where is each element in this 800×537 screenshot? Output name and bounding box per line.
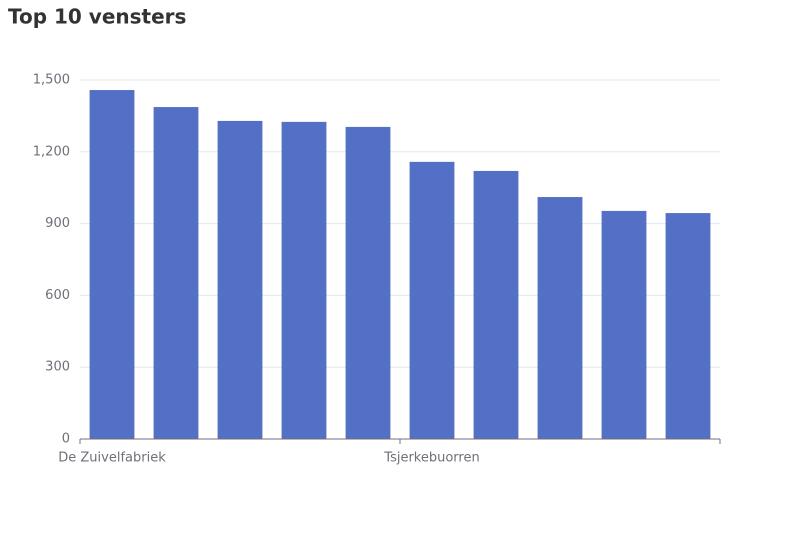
y-tick-label: 1,500 bbox=[33, 73, 70, 88]
bar bbox=[345, 126, 391, 439]
y-tick-label: 900 bbox=[45, 216, 70, 231]
bar bbox=[153, 107, 199, 439]
bar bbox=[281, 121, 327, 439]
bar bbox=[217, 120, 263, 440]
x-tick-label: De Zuivelfabriek bbox=[58, 451, 166, 466]
chart-title: Top 10 vensters bbox=[8, 5, 186, 29]
y-tick-label: 0 bbox=[62, 432, 70, 447]
bar bbox=[409, 161, 455, 440]
bar bbox=[601, 210, 647, 439]
bar bbox=[537, 197, 583, 439]
y-tick-label: 1,200 bbox=[33, 144, 70, 159]
y-tick-label: 300 bbox=[45, 360, 70, 375]
y-tick-label: 600 bbox=[45, 288, 70, 303]
x-tick-label: Tsjerkebuorren bbox=[383, 451, 479, 466]
bar bbox=[473, 170, 519, 440]
bar bbox=[665, 213, 711, 439]
bar bbox=[89, 90, 135, 439]
